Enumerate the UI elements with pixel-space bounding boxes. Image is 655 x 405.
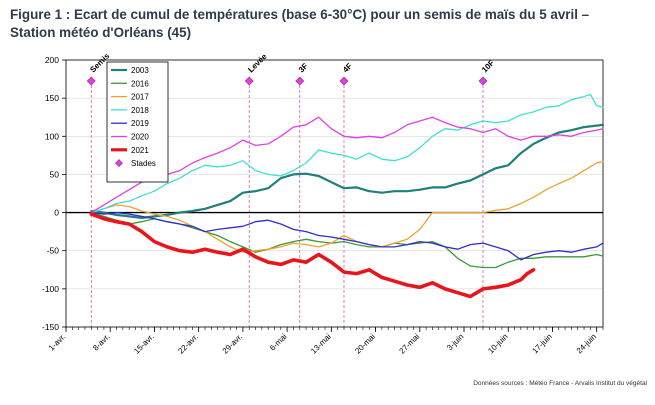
- stage-marker: [478, 76, 488, 86]
- legend-label-2016: 2016: [131, 79, 149, 88]
- stage-label: Levée: [246, 52, 269, 75]
- legend-label-stades: Stades: [131, 159, 156, 168]
- x-tick-label: 8-avr.: [91, 332, 112, 353]
- stage-label: 4F: [341, 61, 354, 74]
- y-tick-label: -50: [47, 246, 60, 256]
- y-tick-label: 150: [45, 93, 59, 103]
- stage-label: 3F: [297, 61, 310, 74]
- legend-label-2020: 2020: [131, 133, 149, 142]
- stage-marker: [244, 76, 254, 86]
- y-tick-label: -100: [42, 284, 59, 294]
- x-tick-label: 10-juin: [486, 332, 509, 355]
- series-line-2021: [89, 212, 536, 299]
- plot-frame: [65, 59, 604, 328]
- x-tick-label: 22-avr.: [176, 332, 200, 356]
- stage-label: 10F: [480, 58, 496, 74]
- series-line-2020: [90, 116, 604, 214]
- y-tick-label: 200: [45, 55, 59, 65]
- legend: 2003 2016 2017 2018 2019 2020 2021 Stades: [106, 61, 169, 183]
- x-tick-label: 17-juin: [531, 332, 554, 355]
- x-tick-label: 3-juin: [445, 332, 465, 352]
- chart-title-line-1: Figure 1 : Ecart de cumul de température…: [10, 7, 590, 22]
- legend-swatch-stades: [115, 159, 123, 168]
- y-tick-label: 0: [54, 208, 59, 218]
- legend-label-2018: 2018: [131, 106, 149, 115]
- stage-marker: [295, 76, 305, 86]
- series-line-2018: [90, 93, 604, 214]
- x-tick-label: 1-avr.: [47, 332, 68, 353]
- series-line-2017: [90, 160, 604, 253]
- legend-label-2003: 2003: [131, 66, 149, 75]
- y-tick-label: -150: [42, 322, 59, 332]
- y-tick-label: 50: [50, 169, 60, 179]
- x-tick-label: 27-mai: [398, 332, 422, 356]
- series-lines: [89, 93, 605, 299]
- legend-label-2017: 2017: [131, 93, 149, 102]
- stage-marker: [339, 76, 349, 86]
- series-line-2019: [90, 211, 604, 261]
- chart-title: Figure 1 : Ecart de cumul de température…: [10, 6, 650, 42]
- series-line-2003: [90, 123, 605, 219]
- x-tick-label: 15-avr.: [132, 332, 156, 356]
- legend-label-2021: 2021: [131, 146, 149, 155]
- x-tick-label: 13-mai: [309, 332, 333, 356]
- y-tick-label: 100: [45, 131, 59, 141]
- x-tick-label: 6-mai: [268, 332, 289, 353]
- x-tick-label: 20-mai: [353, 332, 377, 356]
- x-tick-label: 29-avr.: [221, 332, 245, 356]
- chart-title-line-2: Station météo d'Orléans (45): [10, 25, 192, 40]
- data-source: Données sources : Météo France - Arvalis…: [473, 380, 647, 387]
- legend-label-2019: 2019: [131, 119, 149, 128]
- stage-marker: [86, 76, 96, 86]
- x-tick-label: 24-juin: [575, 332, 598, 355]
